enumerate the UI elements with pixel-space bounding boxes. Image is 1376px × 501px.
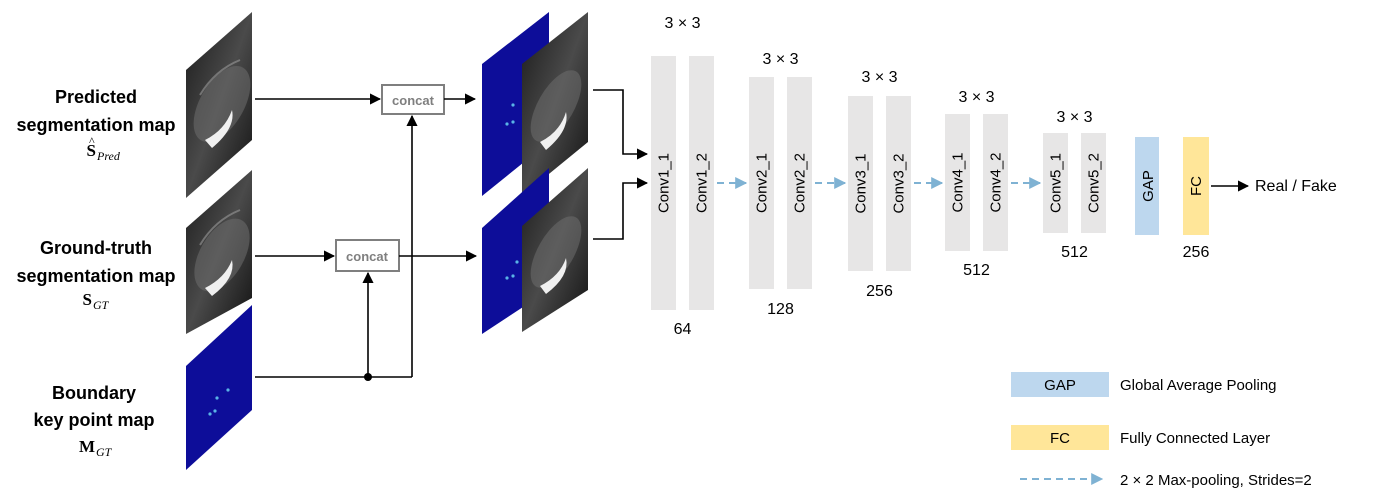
conv-block-3: Conv3_1 Conv3_2 3 × 3 256 [848, 69, 911, 300]
junction-dot [364, 373, 372, 381]
input-label-boundary: Boundary key point map M GT [33, 383, 154, 459]
legend-pool-text: 2 × 2 Max-pooling, Strides=2 [1120, 472, 1312, 489]
predicted-line2: segmentation map [16, 115, 175, 135]
conv-block-4: Conv4_1 Conv4_2 3 × 3 512 [945, 89, 1008, 279]
conv-layer-label: Conv5_1 [1048, 153, 1065, 213]
conv-layer-bar [886, 96, 911, 271]
conv-layer-label: Conv1_1 [656, 153, 673, 213]
stack-to-conv-connectors [593, 89, 649, 240]
predicted-subscript: Pred [96, 149, 121, 163]
conv-block-5: Conv5_1 Conv5_2 3 × 3 512 [1043, 109, 1106, 261]
kernel-size-label: 3 × 3 [762, 51, 798, 68]
concat-label-bottom: concat [346, 249, 389, 264]
fc-bar [1183, 137, 1209, 235]
predicted-hat: ^ [89, 134, 95, 148]
kernel-size-label: 3 × 3 [1056, 109, 1092, 126]
concat-label-top: concat [392, 93, 435, 108]
conv-layer-label: Conv4_2 [988, 152, 1005, 212]
conv-layer-bar [749, 77, 774, 289]
conv-layer-bar [651, 56, 676, 310]
predicted-symbol: S [87, 141, 96, 160]
groundtruth-map-image [186, 170, 252, 334]
predicted-map-image [186, 12, 252, 198]
fc-channels: 256 [1183, 244, 1210, 261]
gap-bar [1135, 137, 1159, 235]
conv-layer-bar [787, 77, 812, 289]
input-label-predicted: Predicted segmentation map S ^ Pred [16, 87, 175, 163]
kernel-size-label: 3 × 3 [861, 69, 897, 86]
conv-layer-bar [1043, 133, 1068, 233]
boundary-subscript: GT [96, 445, 113, 459]
legend-gap-swatch [1011, 372, 1109, 397]
gap-layer: GAP [1135, 137, 1159, 235]
legend-fc-text: Fully Connected Layer [1120, 430, 1270, 447]
legend: GAP Global Average Pooling FC Fully Conn… [1011, 372, 1312, 489]
channel-count-label: 64 [674, 321, 692, 338]
conv-layer-bar [983, 114, 1008, 251]
legend-fc-swatch [1011, 425, 1109, 450]
groundtruth-line1: Ground-truth [40, 238, 152, 258]
arrow-stack-top-to-conv [593, 89, 649, 160]
conv-layer-label: Conv2_2 [792, 153, 809, 213]
boundary-line1: Boundary [52, 383, 136, 403]
input-label-groundtruth: Ground-truth segmentation map S GT [16, 238, 175, 312]
concat-box-bottom: concat [335, 239, 400, 272]
stack-top [482, 12, 588, 196]
boundary-symbol: M [79, 437, 95, 456]
conv-layer-label: Conv4_1 [950, 152, 967, 212]
conv-blocks: Conv1_1 Conv1_2 3 × 3 64 Conv2_1 Conv2_2 3 × 3… [651, 15, 1106, 338]
fc-label: FC [1188, 176, 1205, 196]
stack-bottom [482, 168, 588, 334]
conv-layer-label: Conv1_2 [694, 153, 711, 213]
channel-count-label: 512 [1061, 244, 1088, 261]
boundary-line2: key point map [33, 410, 154, 430]
concat-box-top: concat [381, 84, 445, 115]
channel-count-label: 256 [866, 283, 893, 300]
conv-layer-label: Conv5_2 [1086, 153, 1103, 213]
kernel-size-label: 3 × 3 [664, 15, 700, 32]
groundtruth-line2: segmentation map [16, 266, 175, 286]
groundtruth-symbol: S [83, 290, 92, 309]
legend-gap-key: GAP [1044, 377, 1076, 394]
predicted-line1: Predicted [55, 87, 137, 107]
fc-layer: FC 256 [1183, 137, 1210, 261]
channel-count-label: 128 [767, 301, 794, 318]
conv-layer-bar [945, 114, 970, 251]
conv-layer-bar [689, 56, 714, 310]
conv-layer-bar [1081, 133, 1106, 233]
legend-gap-text: Global Average Pooling [1120, 377, 1277, 394]
gap-label: GAP [1140, 170, 1157, 202]
conv-layer-label: Conv2_1 [754, 153, 771, 213]
boundary-map-image [186, 305, 252, 470]
conv-layer-label: Conv3_1 [853, 153, 870, 213]
input-connectors [255, 93, 478, 378]
channel-count-label: 512 [963, 262, 990, 279]
output-label: Real / Fake [1255, 178, 1337, 195]
conv-block-1: Conv1_1 Conv1_2 3 × 3 64 [651, 15, 714, 338]
kernel-size-label: 3 × 3 [958, 89, 994, 106]
conv-block-2: Conv2_1 Conv2_2 3 × 3 128 [749, 51, 812, 318]
arrow-stack-bottom-to-conv [593, 177, 649, 240]
groundtruth-subscript: GT [93, 298, 110, 312]
legend-fc-key: FC [1050, 430, 1070, 447]
conv-layer-label: Conv3_2 [891, 153, 908, 213]
conv-layer-bar [848, 96, 873, 271]
